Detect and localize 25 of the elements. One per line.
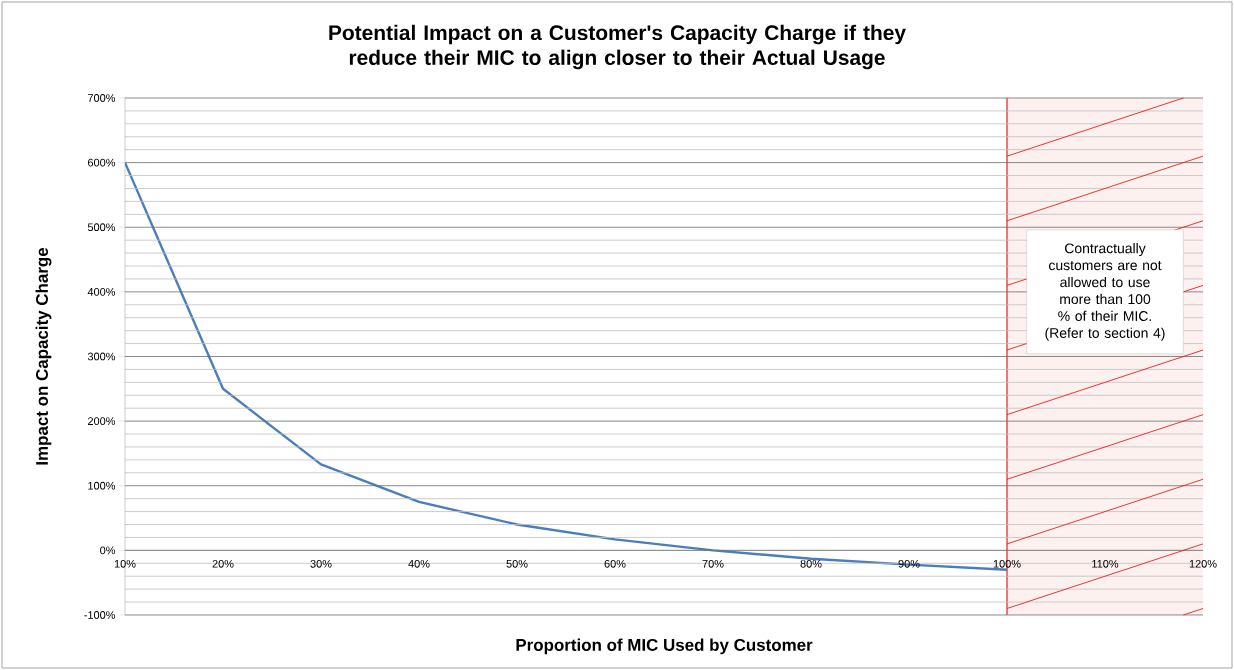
- y-tick-label: -100%: [84, 611, 116, 619]
- y-tick-label: 600%: [88, 158, 116, 167]
- x-tick-label: 20%: [212, 559, 234, 568]
- y-tick-label: 0%: [100, 546, 116, 555]
- band-label: Contractually customers are not allowed to use more than 100 % of their MIC. (Refer to section 4): [1045, 243, 1165, 341]
- x-tick-label: 50%: [506, 559, 528, 568]
- y-tick-label: 300%: [87, 352, 116, 361]
- x-tick-label: 100%: [993, 559, 1021, 568]
- x-tick-label: 120%: [1189, 559, 1217, 568]
- y-tick-label: 700%: [88, 94, 116, 102]
- y-tick-label: 100%: [88, 481, 116, 490]
- chart-title: Potential Impact on a Customer's Capacity Charge if they reduce their MIC to align closer to their Actual Usage: [329, 24, 906, 70]
- x-tick-label: 60%: [604, 559, 626, 568]
- x-tick-label: 40%: [408, 559, 430, 568]
- y-tick-label: 200%: [88, 417, 116, 425]
- x-tick-label: 110%: [1092, 559, 1119, 568]
- y-axis-title: Impact on Capacity Charge: [35, 247, 52, 465]
- x-tick-label: 30%: [310, 559, 332, 568]
- y-tick-label: 400%: [87, 287, 116, 296]
- x-axis-title: Proportion of MIC Used by Customer: [516, 638, 813, 655]
- x-tick-label: 70%: [702, 559, 724, 568]
- x-tick-label: 90%: [898, 559, 920, 568]
- x-tick-label: 10%: [114, 559, 136, 568]
- y-tick-label: 500%: [87, 223, 116, 232]
- x-tick-label: 80%: [800, 559, 822, 568]
